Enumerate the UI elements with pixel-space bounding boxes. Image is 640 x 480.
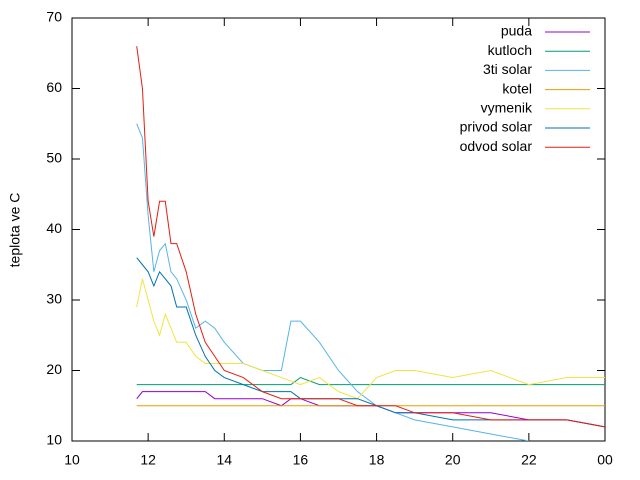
series-line: [136, 391, 605, 428]
series-line: [136, 123, 529, 441]
legend-label: vymenik: [481, 100, 533, 116]
legend-label: odvod solar: [460, 138, 533, 154]
y-tick-label: 40: [46, 220, 62, 236]
plot-frame: [71, 17, 606, 442]
series-line: [136, 376, 605, 386]
x-tick-label: 22: [521, 452, 537, 468]
x-tick-label: 20: [445, 452, 461, 468]
legend-label: puda: [501, 23, 532, 39]
x-tick-label: 00: [597, 452, 613, 468]
y-tick-label: 30: [46, 291, 62, 307]
legend-label: kotel: [502, 80, 532, 96]
y-tick-label: 20: [46, 361, 62, 377]
legend-label: kutloch: [488, 42, 532, 58]
y-tick-label: 10: [46, 432, 62, 448]
x-tick-label: 14: [216, 452, 232, 468]
y-tick-label: 50: [46, 150, 62, 166]
series-line: [136, 278, 605, 400]
y-axis-label: teplota ve C: [7, 193, 23, 268]
x-tick-label: 10: [64, 452, 80, 468]
y-tick-label: 60: [46, 79, 62, 95]
y-tick-label: 70: [46, 9, 62, 25]
legend-label: privod solar: [460, 119, 533, 135]
x-tick-label: 12: [140, 452, 156, 468]
series-line: [136, 46, 605, 428]
x-tick-label: 16: [293, 452, 309, 468]
legend-label: 3ti solar: [483, 61, 532, 77]
x-tick-label: 18: [369, 452, 385, 468]
